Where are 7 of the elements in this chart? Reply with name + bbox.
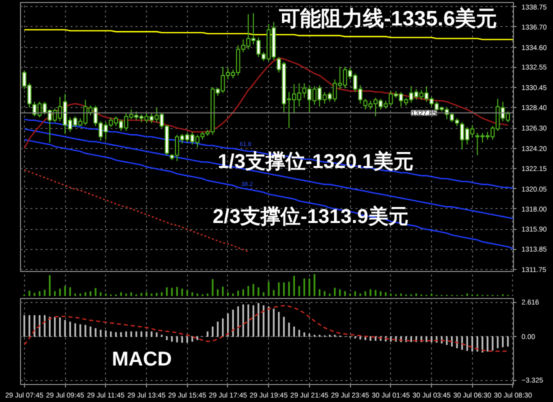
line-series (24, 118, 514, 189)
line-series (24, 29, 514, 40)
line-series (24, 57, 509, 150)
line-series (24, 304, 509, 352)
annotation: MACD (112, 348, 172, 371)
line-series (24, 139, 514, 250)
annotation: 可能阻力线-1335.6美元 (278, 6, 498, 30)
